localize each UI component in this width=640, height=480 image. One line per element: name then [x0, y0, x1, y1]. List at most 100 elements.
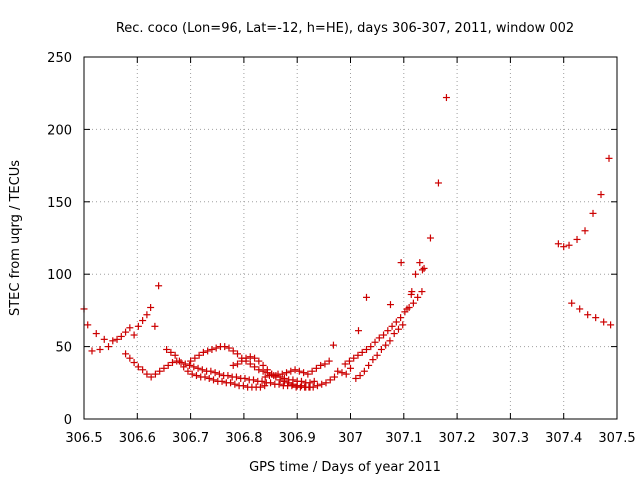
- data-point: [442, 94, 450, 102]
- data-point: [399, 321, 407, 329]
- data-point: [275, 380, 283, 388]
- data-point: [134, 363, 142, 371]
- data-point: [122, 328, 130, 336]
- data-point: [180, 363, 188, 371]
- data-point: [270, 372, 278, 380]
- data-point: [113, 335, 121, 343]
- x-tick-label: 306.8: [225, 431, 262, 446]
- data-point: [276, 376, 284, 384]
- data-point: [210, 376, 218, 384]
- data-point: [573, 235, 581, 243]
- data-point: [263, 366, 271, 374]
- data-point: [581, 227, 589, 235]
- y-tick-label: 100: [47, 268, 72, 283]
- data-point: [390, 330, 398, 338]
- data-point: [198, 366, 206, 374]
- data-point: [186, 361, 194, 369]
- data-point: [234, 360, 242, 368]
- data-point: [403, 305, 411, 313]
- data-point: [380, 331, 388, 339]
- data-point: [306, 383, 314, 391]
- data-point: [190, 363, 198, 371]
- data-point: [139, 366, 147, 374]
- x-tick-label: 307.5: [598, 431, 635, 446]
- data-point: [576, 305, 584, 313]
- data-point: [600, 318, 608, 326]
- data-point: [199, 348, 207, 356]
- data-point: [251, 354, 259, 362]
- data-points: [80, 94, 615, 391]
- x-tick-label: 306.5: [65, 431, 102, 446]
- x-tick-label: 307.3: [492, 431, 529, 446]
- data-point: [246, 360, 254, 368]
- data-point: [229, 347, 237, 355]
- data-point: [143, 311, 151, 319]
- data-point: [251, 363, 259, 371]
- data-point: [304, 370, 312, 378]
- y-tick-label: 50: [55, 341, 72, 356]
- data-point: [122, 350, 130, 358]
- data-point: [409, 299, 417, 307]
- data-point: [360, 367, 368, 375]
- data-point: [258, 377, 266, 385]
- data-point: [584, 311, 592, 319]
- data-point: [249, 376, 257, 384]
- data-point: [143, 370, 151, 378]
- x-tick-label: 307.1: [385, 431, 422, 446]
- y-tick-label: 0: [64, 413, 72, 428]
- data-point: [167, 348, 175, 356]
- x-axis-label: GPS time / Days of year 2011: [249, 460, 441, 475]
- data-point: [560, 243, 568, 251]
- data-point: [412, 270, 420, 278]
- x-tick-labels: 306.5 306.6 306.7 306.8 306.9 307 307.1 307.2 30…: [65, 431, 635, 446]
- chart-title: Rec. coco (Lon=96, Lat=-12, h=HE), days …: [116, 21, 574, 36]
- data-point: [358, 348, 366, 356]
- data-point: [242, 354, 250, 362]
- axis-ticks: [83, 56, 618, 420]
- data-point: [342, 370, 350, 378]
- data-point: [267, 379, 275, 387]
- data-point: [295, 367, 303, 375]
- data-point: [84, 321, 92, 329]
- data-point: [285, 379, 293, 387]
- data-point: [377, 345, 385, 353]
- data-point: [175, 357, 183, 365]
- data-point: [382, 341, 390, 349]
- data-point: [126, 354, 134, 362]
- data-point: [232, 373, 240, 381]
- data-point: [375, 334, 383, 342]
- x-tick-label: 307.2: [438, 431, 475, 446]
- data-point: [313, 382, 321, 390]
- data-point: [126, 324, 134, 332]
- data-point: [259, 361, 267, 369]
- data-point: [177, 359, 185, 367]
- data-point: [92, 330, 100, 338]
- data-point: [280, 377, 288, 385]
- data-point: [211, 369, 219, 377]
- data-point: [212, 344, 220, 352]
- data-point: [229, 361, 237, 369]
- data-point: [188, 370, 196, 378]
- data-point: [388, 322, 396, 330]
- x-tick-label: 306.6: [119, 431, 156, 446]
- data-point: [218, 377, 226, 385]
- data-point: [130, 359, 138, 367]
- data-point: [283, 369, 291, 377]
- data-point: [369, 356, 377, 364]
- data-point: [151, 322, 159, 330]
- data-point: [384, 327, 392, 335]
- data-point: [334, 367, 342, 375]
- data-point: [568, 299, 576, 307]
- data-point: [261, 382, 269, 390]
- data-point: [331, 373, 339, 381]
- data-point: [239, 382, 247, 390]
- data-point: [312, 364, 320, 372]
- data-point: [231, 380, 239, 388]
- data-point: [147, 373, 155, 381]
- data-point: [394, 325, 402, 333]
- data-point: [171, 351, 179, 359]
- data-point: [589, 209, 597, 217]
- data-point: [434, 179, 442, 187]
- data-point: [192, 372, 200, 380]
